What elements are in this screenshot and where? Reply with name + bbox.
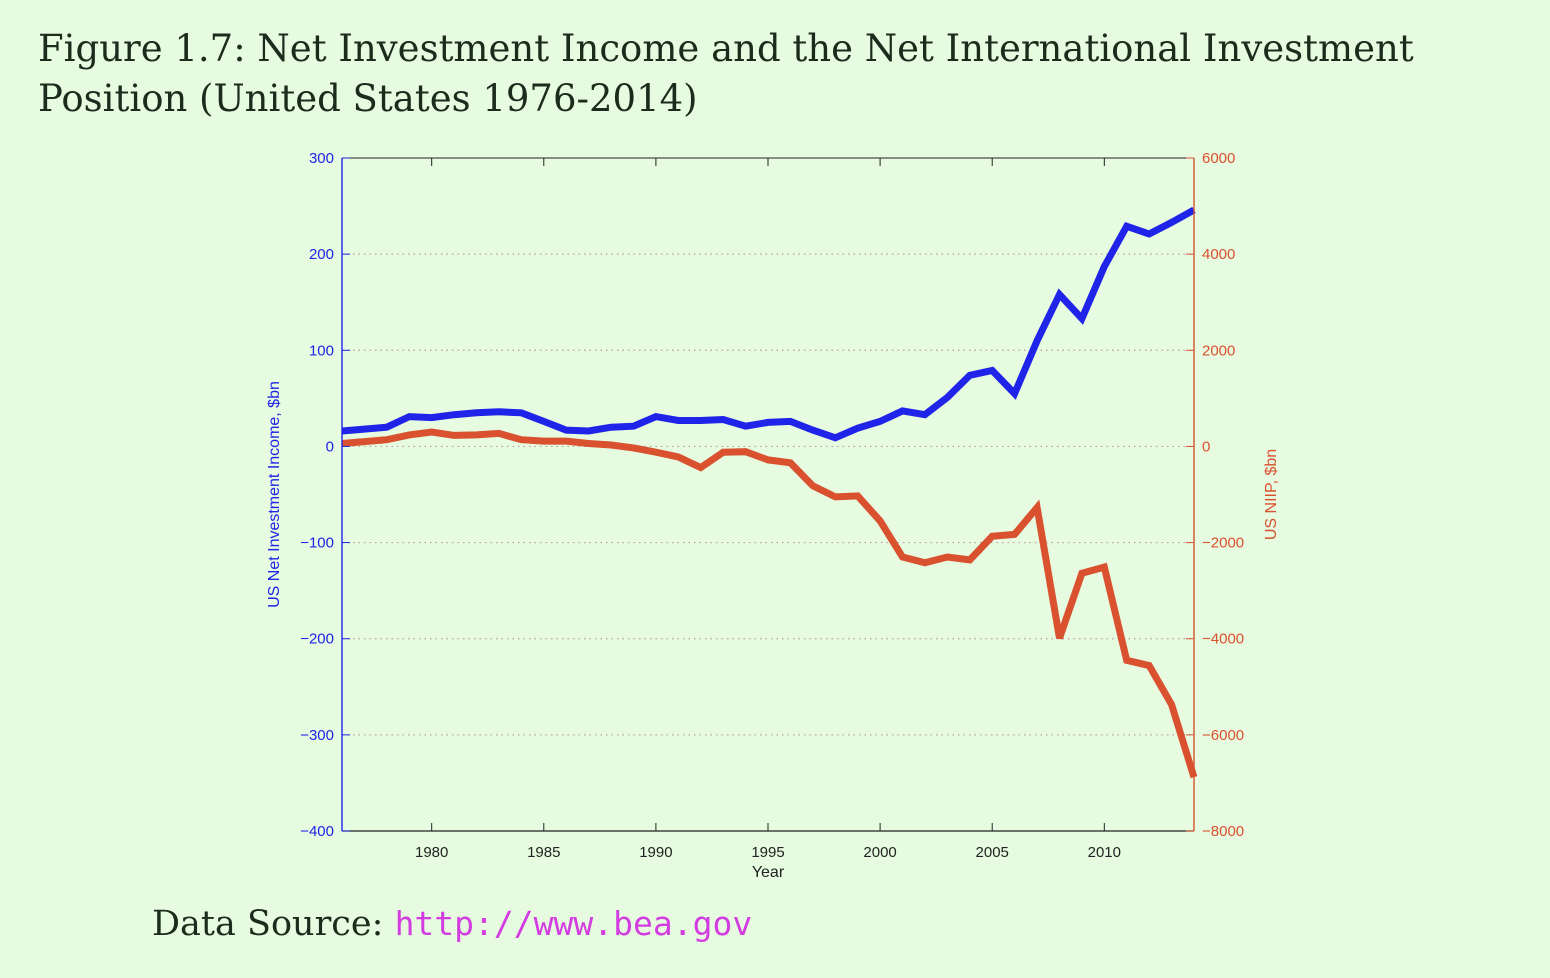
right-y-tick-label: 2000: [1202, 342, 1235, 359]
left-y-tick-label: −100: [300, 535, 334, 552]
left-y-tick-label: −400: [300, 823, 334, 840]
gridlines: [342, 253, 1194, 736]
left-y-tick-label: 300: [309, 150, 334, 167]
x-tick-label: 2005: [976, 844, 1009, 861]
right-y-tick-label: 0: [1202, 438, 1210, 455]
right-y-axis-title: US NIIP, $bn: [1263, 449, 1280, 540]
left-y-axis-title: US Net Investment Income, $bn: [266, 381, 283, 608]
left-y-tick-label: 100: [309, 342, 334, 359]
left-y-tick-label: 0: [326, 438, 334, 455]
data-source-link[interactable]: http://www.bea.gov: [394, 904, 753, 943]
x-tick-label: 2010: [1088, 844, 1121, 861]
x-tick-label: 1995: [751, 844, 784, 861]
data-source: Data Source: http://www.bea.gov: [152, 904, 752, 944]
right-y-tick-label: 4000: [1202, 246, 1235, 263]
x-tick-label: 2000: [863, 844, 896, 861]
figure-title: Figure 1.7: Net Investment Income and th…: [38, 27, 1414, 120]
left-y-tick-label: −200: [300, 631, 334, 648]
x-tick-label: 1985: [527, 844, 560, 861]
series-line-net-investment-income: [341, 206, 1196, 442]
left-y-tick-label: 200: [309, 246, 334, 263]
x-tick-label: 1980: [415, 844, 448, 861]
series-line-niip: [341, 428, 1198, 779]
series-layer: [341, 206, 1198, 779]
axis-labels: 1980 1985 1990 1995 2000 2005 2010 300 200 100 0 −1…: [266, 150, 1280, 881]
x-tick-label: 1990: [639, 844, 672, 861]
axes: [341, 157, 1195, 832]
right-y-tick-label: −8000: [1202, 823, 1244, 840]
x-axis-title: Year: [752, 864, 785, 881]
right-y-tick-label: −2000: [1202, 535, 1244, 552]
left-y-tick-label: −300: [300, 727, 334, 744]
right-y-tick-label: 6000: [1202, 150, 1235, 167]
right-y-tick-label: −4000: [1202, 631, 1244, 648]
data-source-label: Data Source:: [152, 904, 384, 944]
right-y-tick-label: −6000: [1202, 727, 1244, 744]
